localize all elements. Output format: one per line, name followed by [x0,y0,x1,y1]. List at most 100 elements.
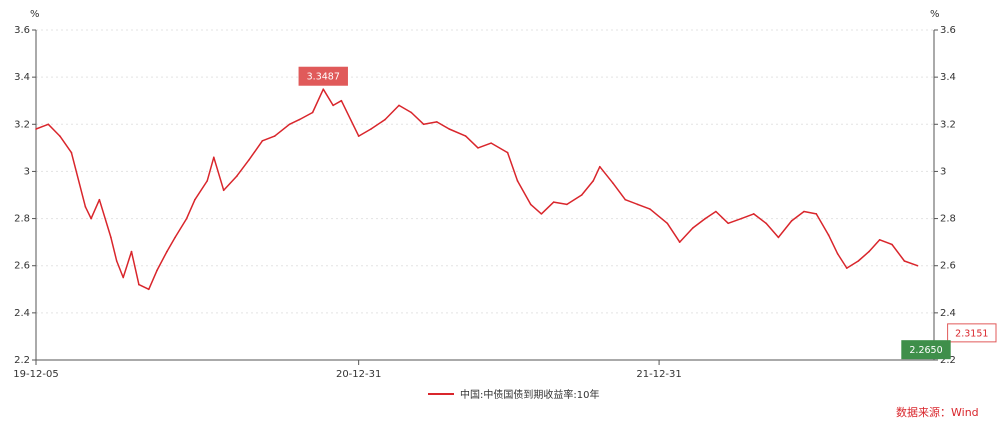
data-point [185,217,188,220]
y-tick-label: 2.6 [14,261,30,272]
data-point [740,217,743,220]
data-point [322,88,325,91]
series-line [35,88,918,291]
y-tick-label: 3 [24,166,30,177]
data-point [916,264,919,267]
data-point [273,135,276,137]
data-point [261,139,264,142]
y-tick-label: 3.4 [14,72,30,83]
data-point [529,203,532,206]
data-point [222,189,225,192]
data-point [891,243,893,246]
x-tick-label: 20-12-31 [336,369,381,380]
data-point [194,198,196,201]
y-tick-label: 2.2 [14,355,30,366]
y-tick-label-right: 3 [940,166,946,177]
annotation-box [298,66,348,86]
data-point [357,135,360,137]
data-point [815,213,818,215]
data-point [156,269,158,272]
y-unit-left: % [30,9,40,20]
data-point [130,250,133,253]
data-point [516,180,519,182]
y-tick-label: 2.4 [14,308,30,319]
legend-swatch [428,392,454,395]
data-point [552,201,555,203]
data-point [490,142,492,144]
data-point [422,123,425,126]
y-tick-label-right: 3.6 [940,25,956,36]
data-point [477,147,479,149]
annotation-box [901,340,951,360]
data-point [311,111,314,114]
data-point [138,283,140,286]
data-point [84,205,87,208]
data-point [122,276,125,279]
legend: 中国:中债国债到期收益率:10年 [428,386,599,401]
data-point [212,156,215,159]
data-point [59,135,61,137]
y-tick-label-right: 2.2 [940,355,956,366]
data-point [166,250,168,253]
data-point [70,151,73,154]
y-tick-label-right: 2.8 [940,214,956,225]
data-point [298,118,301,121]
data-point [599,165,601,168]
data-point [147,288,150,291]
data-point [624,198,627,201]
data-point [636,203,639,206]
data-point [288,123,291,126]
y-tick-label: 3.2 [14,119,30,130]
annotation-box [947,323,997,343]
x-tick-label: 21-12-31 [636,369,681,380]
y-tick-label-right: 3.4 [940,72,956,83]
data-point [649,208,651,210]
y-tick-label: 2.8 [14,214,30,225]
data-point [248,158,250,161]
data-point [845,267,848,269]
data-point [692,227,694,229]
data-point [592,180,595,182]
data-point [765,222,767,225]
data-point [777,236,780,239]
data-point [35,128,37,130]
y-tick-label-right: 3.2 [940,119,956,130]
data-point [752,213,755,215]
data-point [174,236,176,239]
data-point [857,260,860,262]
data-point [878,238,881,241]
data-point [540,213,543,215]
y-unit-right: % [930,9,940,20]
data-point [410,111,413,114]
data-point [370,128,372,130]
x-tick-label: 19-12-05 [13,369,58,380]
data-point [332,104,334,107]
annotation-label: 3.3487 [307,72,340,83]
y-tick-label-right: 2.4 [940,308,956,319]
data-point [803,210,805,213]
data-point [236,175,238,177]
annotation-label: 2.3151 [955,328,988,339]
data-point [47,123,50,126]
data-point [398,104,400,107]
annotation-label: 2.2650 [909,345,942,356]
data-point [612,182,614,185]
data-point [666,222,669,225]
data-point [580,194,583,196]
data-point [90,217,92,220]
y-tick-label: 3.6 [14,25,30,36]
data-point [110,236,112,239]
data-point [448,128,450,130]
data-point [98,198,101,201]
data-point [678,241,681,243]
data-point [836,253,839,255]
data-point [868,250,870,253]
data-point [340,99,343,102]
data-point [827,234,830,236]
legend-label: 中国:中债国债到期收益率:10年 [460,390,600,401]
data-point [566,203,568,206]
data-point [464,135,467,137]
data-point [715,210,717,213]
